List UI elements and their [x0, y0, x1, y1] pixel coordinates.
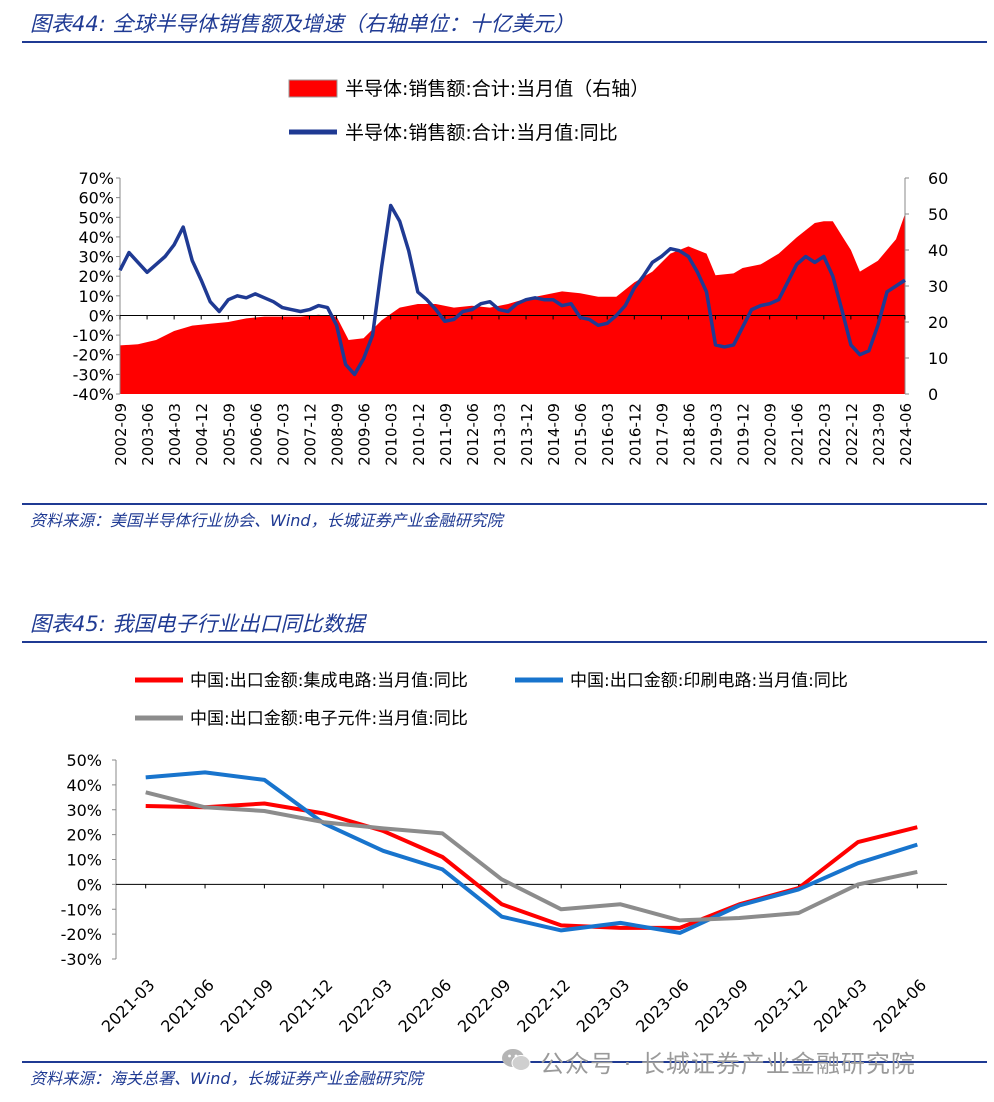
x-tick-label: 2013-03 [491, 403, 509, 466]
left-tick-label: -40% [73, 385, 114, 404]
chart2-title: 图表45: 我国电子行业出口同比数据 [30, 612, 365, 636]
left-tick-label: 70% [78, 169, 114, 188]
x-tick-label: 2004-12 [193, 403, 211, 466]
x-tick-label: 2017-09 [653, 403, 671, 466]
chart2-export-yoy: 中国:出口金额:集成电路:当月值:同比 中国:出口金额:印刷电路:当月值:同比中国… [61, 671, 947, 1036]
left-tick-label: -20% [73, 346, 114, 365]
chart1-source-rule [22, 503, 987, 505]
chart2-source: 资料来源：海关总署、Wind，长城证券产业金融研究院 [30, 1069, 423, 1088]
x-tick-label: 2006-06 [247, 403, 265, 466]
x-tick-label: 2015-06 [572, 403, 590, 466]
wechat-icon [502, 1049, 531, 1071]
y-tick-label: -10% [61, 900, 102, 919]
series-yoy-line [118, 203, 906, 377]
x-tick-label: 2004-03 [166, 403, 184, 466]
x-tick-label: 2024-06 [869, 975, 930, 1036]
x-tick-label: 2009-06 [356, 403, 374, 466]
x-tick-label: 2022-03 [816, 403, 834, 466]
x-tick-label: 2020-09 [762, 403, 780, 466]
legend-label-ic: 中国:出口金额:集成电路:当月值:同比 [190, 671, 468, 691]
x-tick-label: 2021-12 [276, 975, 337, 1036]
chart2-title-rule [22, 641, 987, 643]
legend-swatch-sales-area [288, 79, 338, 98]
series-line-ic [145, 801, 918, 930]
chart1-source: 资料来源：美国半导体行业协会、Wind，长城证券产业金融研究院 [30, 511, 503, 530]
x-tick-label: 2012-06 [464, 403, 482, 466]
left-tick-label: 10% [78, 287, 114, 306]
x-tick-label: 2024-03 [810, 975, 871, 1036]
x-tick-label: 2021-06 [789, 403, 807, 466]
y-tick-label: 10% [66, 851, 102, 870]
chart1-semiconductor-sales: 半导体:销售额:合计:当月值（右轴）半导体:销售额:合计:当月值:同比70%60… [73, 78, 949, 466]
x-tick-label: 2014-09 [545, 403, 563, 466]
legend-label-pcb: 中国:出口金额:印刷电路:当月值:同比 [570, 671, 848, 691]
x-tick-label: 2021-03 [98, 975, 159, 1036]
y-tick-label: -20% [61, 925, 102, 944]
left-tick-label: 0% [89, 306, 114, 325]
x-tick-label: 2023-06 [632, 975, 693, 1036]
x-tick-label: 2023-03 [573, 975, 634, 1036]
watermark-text: 公众号 · 长城证券产业金融研究院 [540, 1050, 916, 1078]
y-tick-label: 50% [66, 751, 102, 770]
y-tick-label: 40% [66, 776, 102, 795]
left-tick-label: 60% [78, 189, 114, 208]
x-tick-label: 2013-12 [518, 403, 536, 466]
x-tick-label: 2019-12 [735, 403, 753, 466]
right-tick-label: 10 [928, 349, 948, 368]
right-tick-label: 30 [928, 277, 948, 296]
right-tick-label: 60 [928, 169, 948, 188]
x-tick-label: 2021-09 [217, 975, 278, 1036]
x-tick-label: 2011-09 [437, 403, 455, 466]
x-tick-label: 2007-12 [301, 403, 319, 466]
left-tick-label: 30% [78, 248, 114, 267]
left-tick-label: -10% [73, 326, 114, 345]
series-line-components [145, 790, 918, 923]
legend-label-sales: 半导体:销售额:合计:当月值（右轴） [345, 78, 649, 100]
right-tick-label: 20 [928, 313, 948, 332]
x-tick-label: 2008-09 [329, 403, 347, 466]
y-tick-label: 30% [66, 801, 102, 820]
series-line-pcb [145, 770, 918, 935]
x-tick-label: 2022-12 [513, 975, 574, 1036]
x-tick-label: 2023-09 [691, 975, 752, 1036]
y-tick-label: 0% [77, 875, 102, 894]
x-tick-label: 2023-12 [751, 975, 812, 1036]
left-tick-label: 40% [78, 228, 114, 247]
y-tick-label: 20% [66, 826, 102, 845]
x-tick-label: 2016-03 [599, 403, 617, 466]
x-tick-label: 2002-09 [112, 403, 130, 466]
x-tick-label: 2003-06 [139, 403, 157, 466]
series-sales-area [120, 214, 905, 394]
x-tick-label: 2024-06 [897, 403, 915, 466]
chart1-title: 图表44: 全球半导体销售额及增速（右轴单位：十亿美元） [30, 12, 575, 36]
left-tick-label: -30% [73, 365, 114, 384]
left-tick-label: 20% [78, 267, 114, 286]
x-tick-label: 2023-09 [870, 403, 888, 466]
right-tick-label: 0 [928, 385, 938, 404]
x-tick-label: 2016-12 [626, 403, 644, 466]
x-tick-label: 2010-03 [383, 403, 401, 466]
chart1-title-rule [22, 41, 987, 43]
x-tick-label: 2019-03 [708, 403, 726, 466]
x-tick-label: 2010-12 [410, 403, 428, 466]
x-tick-label: 2022-09 [454, 975, 515, 1036]
x-tick-label: 2022-03 [335, 975, 396, 1036]
right-tick-label: 40 [928, 241, 948, 260]
right-tick-label: 50 [928, 205, 948, 224]
x-tick-label: 2018-06 [680, 403, 698, 466]
x-tick-label: 2022-06 [395, 975, 456, 1036]
y-tick-label: -30% [61, 950, 102, 969]
x-tick-label: 2021-06 [157, 975, 218, 1036]
x-tick-label: 2005-09 [220, 403, 238, 466]
x-tick-label: 2007-03 [274, 403, 292, 466]
legend-label-components: 中国:出口金额:电子元件:当月值:同比 [190, 709, 468, 729]
x-tick-label: 2022-12 [843, 403, 861, 466]
left-tick-label: 50% [78, 208, 114, 227]
legend-label-yoy: 半导体:销售额:合计:当月值:同比 [345, 122, 618, 144]
